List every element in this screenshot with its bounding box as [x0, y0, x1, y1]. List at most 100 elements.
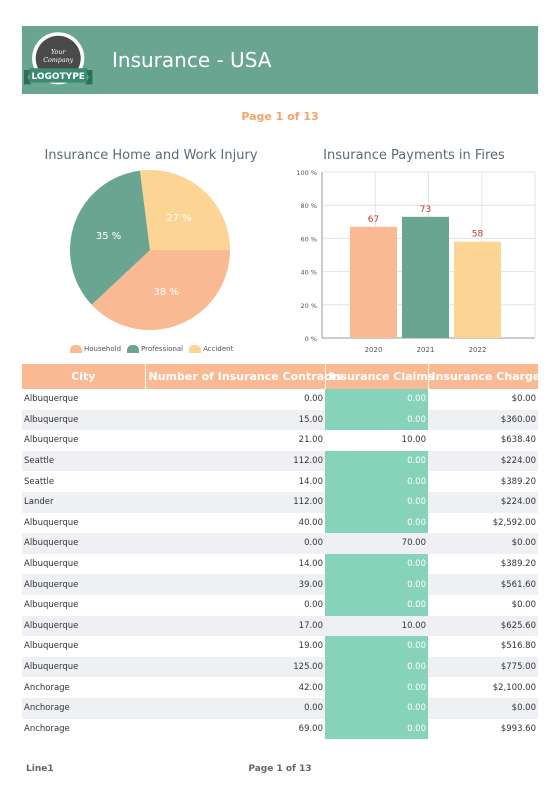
report-title: Insurance - USA — [112, 48, 272, 72]
legend-label: Professional — [141, 345, 184, 353]
bar-2021 — [402, 216, 449, 338]
cell-contracts: 0.00 — [304, 600, 323, 611]
cell-contracts: 0.00 — [145, 697, 325, 719]
cell-claims: 0.00 — [325, 512, 428, 534]
table-row: Albuquerque 14.00 0.00 $389.20 — [22, 553, 538, 575]
cell-city: Seattle — [24, 476, 55, 487]
cell-claims: 0.00 — [325, 553, 428, 575]
cell-city: Albuquerque — [22, 574, 145, 595]
table-row: Seattle 112.00 0.00 $224.00 — [22, 450, 538, 472]
cell-charges: $389.20 — [500, 476, 536, 487]
cell-charges: $561.60 — [428, 574, 538, 595]
pie-label-household: 38 % — [153, 287, 178, 298]
header-contracts: Number of Insurance Contracts — [145, 364, 342, 389]
cell-contracts: 125.00 — [145, 656, 325, 678]
cell-contracts: 14.00 — [298, 559, 323, 570]
table-row: Albuquerque 0.00 0.00 $0.00 — [22, 594, 538, 616]
cell-city: Albuquerque — [22, 615, 145, 637]
company-logo: Your Company LOGOTYPE — [24, 32, 93, 85]
cell-charges: $0.00 — [511, 600, 536, 611]
cell-contracts: 19.00 — [298, 641, 323, 652]
header-charges: Insurance Charges — [428, 364, 547, 389]
table-row: Albuquerque 15.00 0.00 $360.00 — [22, 409, 538, 431]
svg-text:Company: Company — [43, 57, 73, 64]
table-row: Anchorage 42.00 0.00 $2,100.00 — [22, 677, 538, 698]
cell-charges: $993.60 — [500, 723, 536, 734]
pie-label-professional: 35 % — [96, 231, 121, 242]
y-tick-label: 40 % — [300, 269, 317, 277]
cell-contracts: 112.00 — [145, 491, 325, 513]
insurance-table: City Number of Insurance Contracts Insur… — [22, 364, 547, 740]
y-tick-label: 60 % — [300, 235, 317, 243]
cell-claims: 0.00 — [325, 718, 428, 740]
cell-contracts: 42.00 — [298, 682, 323, 693]
cell-city: Anchorage — [24, 723, 70, 734]
legend-item-professional: Professional — [127, 345, 183, 353]
cell-claims: 70.00 — [325, 533, 428, 554]
cell-charges: $516.80 — [500, 641, 536, 652]
svg-text:Your: Your — [51, 49, 66, 56]
pie-slice-accident — [139, 170, 230, 250]
cell-claims: 0.00 — [325, 409, 428, 431]
cell-charges: $224.00 — [428, 491, 538, 513]
header-city: City — [22, 364, 146, 389]
cell-claims: 0.00 — [325, 491, 428, 513]
cell-claims: 0.00 — [325, 389, 428, 410]
cell-charges: $389.20 — [500, 559, 536, 570]
cell-charges: $2,100.00 — [492, 682, 536, 693]
cell-city: Albuquerque — [22, 409, 145, 431]
cell-contracts: 21.00 — [298, 435, 323, 446]
pie-chart-title: Insurance Home and Work Injury — [44, 148, 258, 163]
pie-legend: Household Professional Accident — [70, 345, 233, 353]
cell-claims: 0.00 — [325, 450, 428, 472]
cell-city: Lander — [22, 491, 145, 513]
cell-charges: $638.40 — [500, 435, 536, 446]
bar-value-label: 67 — [368, 215, 379, 225]
header-claims: Insurance Claims — [325, 364, 434, 389]
cell-charges: $0.00 — [428, 697, 538, 719]
x-tick-label: 2020 — [365, 346, 383, 354]
cell-city: Albuquerque — [24, 394, 79, 405]
cell-city: Anchorage — [24, 682, 70, 693]
cell-contracts: 17.00 — [145, 615, 325, 637]
table-row: Albuquerque 0.00 0.00 $0.00 — [22, 389, 538, 410]
cell-charges: $360.00 — [428, 409, 538, 431]
bar-2022 — [454, 241, 501, 338]
legend-item-household: Household — [70, 345, 121, 353]
bar-2020 — [350, 226, 397, 338]
table-row: Albuquerque 39.00 0.00 $561.60 — [22, 574, 538, 595]
x-tick-label: 2021 — [417, 346, 435, 354]
table-row: Anchorage 69.00 0.00 $993.60 — [22, 718, 538, 740]
pie-chart: 38 % 35 % 27 % — [70, 170, 230, 330]
cell-contracts: 0.00 — [304, 394, 323, 405]
cell-charges: $775.00 — [428, 656, 538, 678]
cell-contracts: 15.00 — [145, 409, 325, 431]
cell-contracts: 112.00 — [145, 450, 325, 472]
cell-charges: $0.00 — [511, 394, 536, 405]
pie-slice-household — [91, 250, 230, 330]
cell-claims: 0.00 — [325, 471, 428, 492]
bar-chart: 0 % 20 % 40 % 60 % 80 % 100 % 67 2020 73 2021 58 20… — [296, 169, 536, 354]
bar-value-label: 58 — [472, 230, 484, 240]
bar-chart-title: Insurance Payments in Fires — [323, 148, 505, 163]
cell-claims: 10.00 — [325, 615, 428, 637]
y-tick-label: 100 % — [296, 169, 317, 177]
cell-contracts: 69.00 — [298, 723, 323, 734]
table-row: Albuquerque 0.00 70.00 $0.00 — [22, 533, 538, 554]
table-row: Albuquerque 19.00 0.00 $516.80 — [22, 636, 538, 657]
cell-contracts: 40.00 — [298, 517, 323, 528]
table-row: Anchorage 0.00 0.00 $0.00 — [22, 697, 538, 719]
svg-text:LOGOTYPE: LOGOTYPE — [31, 72, 85, 82]
legend-swatch — [70, 345, 82, 353]
cell-claims: 0.00 — [325, 677, 428, 698]
cell-contracts: 0.00 — [145, 533, 325, 554]
cell-city: Seattle — [22, 450, 145, 472]
table-row: Albuquerque 17.00 10.00 $625.60 — [22, 615, 538, 637]
cell-claims: 0.00 — [325, 697, 428, 719]
table-row: Lander 112.00 0.00 $224.00 — [22, 491, 538, 513]
legend-item-accident: Accident — [189, 345, 233, 353]
legend-label: Household — [84, 345, 122, 353]
table-header-row: City Number of Insurance Contracts Insur… — [22, 364, 547, 389]
cell-city: Albuquerque — [22, 656, 145, 678]
legend-swatch — [127, 345, 140, 353]
